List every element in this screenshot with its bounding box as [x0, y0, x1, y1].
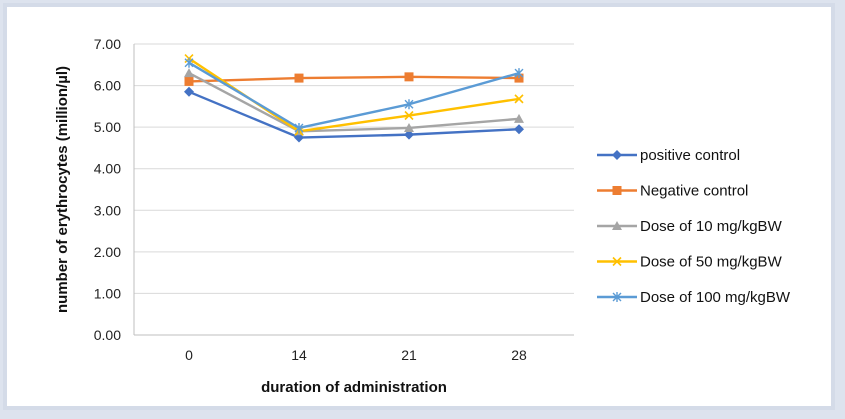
legend-item: Dose of 10 mg/kgBW — [597, 218, 783, 235]
legend-label: Negative control — [640, 183, 748, 200]
y-tick-label: 0.00 — [94, 327, 121, 343]
chart-frame: 0.00 1.00 2.00 3.00 4.00 5.00 6.00 7.00 0 14 21 28… — [3, 3, 835, 410]
data-point — [404, 99, 414, 110]
y-tick-label: 3.00 — [94, 202, 121, 218]
data-point — [184, 76, 194, 86]
data-point — [404, 72, 414, 82]
data-point — [294, 73, 304, 83]
data-point — [514, 113, 524, 123]
series-4 — [184, 57, 524, 133]
y-tick-labels: 0.00 1.00 2.00 3.00 4.00 5.00 6.00 7.00 — [94, 36, 121, 343]
series-1 — [184, 72, 524, 86]
y-axis-title: number of erythrocytes (million/µl) — [54, 66, 71, 313]
x-tick-label: 14 — [291, 347, 307, 363]
data-point — [184, 86, 194, 97]
data-point — [184, 57, 194, 68]
data-point — [294, 132, 304, 143]
legend-item: positive control — [597, 147, 740, 164]
y-tick-label: 5.00 — [94, 119, 121, 135]
legend-label: Dose of 50 mg/kgBW — [640, 254, 783, 271]
data-point — [404, 110, 414, 121]
x-tick-label: 21 — [401, 347, 417, 363]
legend: positive control Negative control Dose of … — [597, 147, 791, 306]
legend-marker — [612, 221, 622, 230]
axes — [133, 44, 574, 336]
line-chart: 0.00 1.00 2.00 3.00 4.00 5.00 6.00 7.00 0 14 21 28… — [54, 36, 791, 396]
series-line — [188, 61, 520, 130]
x-tick-label: 0 — [185, 347, 193, 363]
legend-marker — [612, 186, 622, 195]
y-tick-label: 7.00 — [94, 36, 121, 52]
legend-item: Dose of 50 mg/kgBW — [597, 254, 783, 271]
data-point — [404, 129, 414, 140]
legend-label: Dose of 10 mg/kgBW — [640, 218, 783, 235]
series-line — [188, 72, 520, 133]
data-point — [184, 68, 194, 78]
series-0 — [184, 86, 524, 143]
y-tick-label: 2.00 — [94, 244, 121, 260]
data-point — [404, 122, 414, 132]
series-line — [188, 57, 520, 133]
data-point — [514, 94, 524, 104]
series-line — [188, 75, 520, 83]
y-tick-label: 6.00 — [94, 78, 121, 94]
series-line — [188, 90, 520, 139]
y-tick-label: 1.00 — [94, 285, 121, 301]
legend-label: Dose of 100 mg/kgBW — [640, 289, 791, 306]
series-layer — [184, 53, 524, 143]
legend-marker — [612, 292, 622, 302]
x-tick-labels: 0 14 21 28 — [185, 347, 527, 363]
data-point — [514, 124, 524, 135]
legend-label: positive control — [640, 147, 740, 164]
legend-item: Negative control — [597, 183, 748, 200]
gridlines — [134, 43, 574, 336]
legend-marker — [612, 256, 622, 267]
y-tick-label: 4.00 — [94, 161, 121, 177]
x-axis-title: duration of administration — [261, 379, 447, 396]
data-point — [294, 122, 304, 133]
legend-marker — [612, 150, 622, 160]
x-tick-label: 28 — [511, 347, 527, 363]
data-point — [514, 68, 524, 79]
legend-item: Dose of 100 mg/kgBW — [597, 289, 791, 306]
